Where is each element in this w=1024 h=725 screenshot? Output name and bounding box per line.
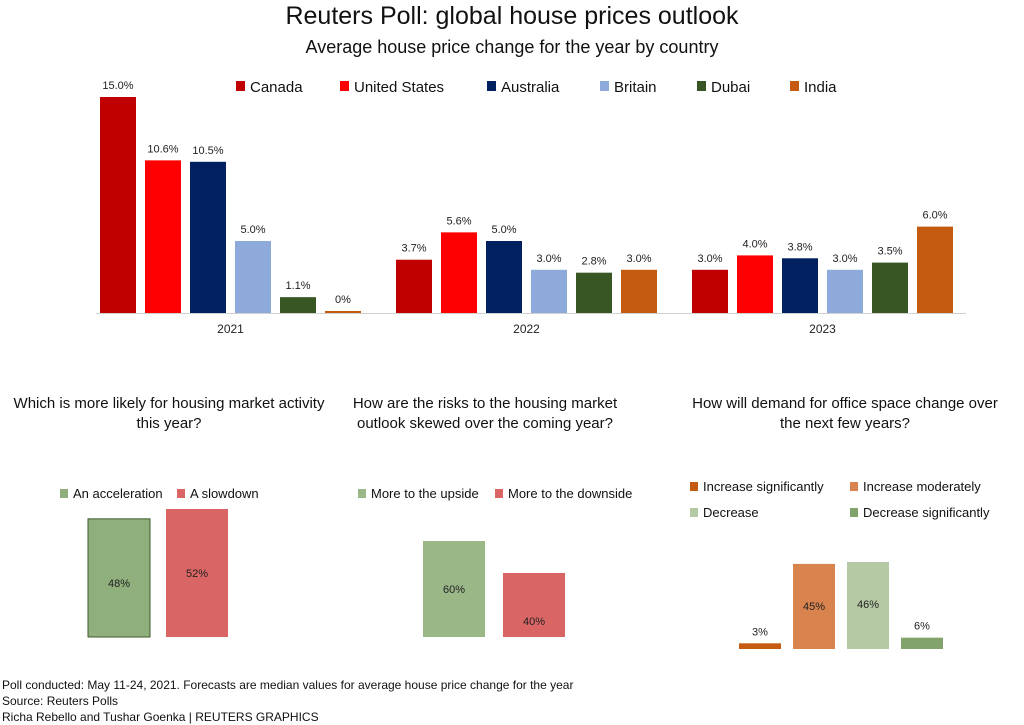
chart-title: Reuters Poll: global house prices outloo… xyxy=(285,2,739,30)
bar-united-states-2023 xyxy=(737,255,773,313)
bar-australia-2022 xyxy=(486,241,522,313)
legend-swatch-more-to-the-upside xyxy=(358,489,366,498)
legend-label-united-states: United States xyxy=(354,79,444,96)
bar-canada-2022 xyxy=(396,259,432,313)
bar-dubai-2023 xyxy=(872,262,908,313)
legend-swatch-australia xyxy=(487,81,496,91)
bar-australia-2021 xyxy=(190,161,226,313)
bar-india-2021 xyxy=(325,311,361,313)
bar-canada-2023 xyxy=(692,269,728,313)
data-label-dubai-2021: 1.1% xyxy=(285,280,310,292)
data-label-dubai-2023: 3.5% xyxy=(877,246,902,258)
data-label-canada-2021: 15.0% xyxy=(102,80,133,92)
question-activity: Which is more likely for housing market … xyxy=(13,395,325,432)
data-label-united-states-2022: 5.6% xyxy=(446,215,471,227)
x-tick-label-2022: 2022 xyxy=(513,322,540,336)
bar-more-to-the-upside xyxy=(423,541,485,637)
legend-swatch-decrease xyxy=(690,508,698,517)
x-tick-label-2023: 2023 xyxy=(809,322,836,336)
bar-united-states-2022 xyxy=(441,232,477,313)
bar-australia-2023 xyxy=(782,258,818,313)
data-label-canada-2022: 3.7% xyxy=(401,243,426,255)
legend-swatch-increase-significantly xyxy=(690,482,698,491)
data-label-united-states-2023: 4.0% xyxy=(742,238,767,250)
data-label-a-slowdown: 52% xyxy=(186,568,208,580)
bar-dubai-2021 xyxy=(280,297,316,313)
footer-source: Source: Reuters Polls xyxy=(2,694,119,708)
bar-decrease-significantly xyxy=(901,637,943,649)
data-label-united-states-2021: 10.6% xyxy=(147,143,178,155)
bar-india-2022 xyxy=(621,269,657,313)
data-label-australia-2023: 3.8% xyxy=(787,241,812,253)
legend-swatch-india xyxy=(790,81,799,91)
legend-label-increase-significantly: Increase significantly xyxy=(703,479,824,494)
bar-decrease xyxy=(847,562,889,649)
legend-label-a-slowdown: A slowdown xyxy=(190,486,259,501)
legend-swatch-an-acceleration xyxy=(60,489,68,498)
data-label-increase-significantly: 3% xyxy=(752,626,768,638)
data-label-britain-2021: 5.0% xyxy=(240,224,265,236)
data-label-increase-moderately: 45% xyxy=(803,601,825,613)
legend-swatch-decrease-significantly xyxy=(850,508,858,517)
legend-swatch-canada xyxy=(236,81,245,91)
data-label-india-2022: 3.0% xyxy=(626,253,651,265)
legend-label-britain: Britain xyxy=(614,79,657,96)
data-label-australia-2022: 5.0% xyxy=(491,224,516,236)
data-label-decrease-significantly: 6% xyxy=(914,621,930,633)
legend-label-an-acceleration: An acceleration xyxy=(73,486,163,501)
footer-note: Poll conducted: May 11-24, 2021. Forecas… xyxy=(2,678,574,692)
data-label-britain-2022: 3.0% xyxy=(536,253,561,265)
data-label-india-2023: 6.0% xyxy=(922,210,947,222)
legend-label-decrease-significantly: Decrease significantly xyxy=(863,505,990,520)
bar-increase-significantly xyxy=(739,643,781,649)
bar-an-acceleration xyxy=(87,518,151,638)
bar-united-states-2021 xyxy=(145,160,181,313)
legend-swatch-britain xyxy=(600,81,609,91)
data-label-australia-2021: 10.5% xyxy=(192,145,223,157)
legend-label-india: India xyxy=(804,79,837,96)
legend-swatch-dubai xyxy=(697,81,706,91)
data-label-more-to-the-downside: 40% xyxy=(523,616,545,628)
legend-label-more-to-the-downside: More to the downside xyxy=(508,486,632,501)
data-label-more-to-the-upside: 60% xyxy=(443,584,465,596)
data-label-canada-2023: 3.0% xyxy=(697,253,722,265)
legend-swatch-increase-moderately xyxy=(850,482,858,491)
data-label-india-2021: 0% xyxy=(335,294,351,306)
bar-britain-2022 xyxy=(531,269,567,313)
legend-label-increase-moderately: Increase moderately xyxy=(863,479,981,494)
question-risks: How are the risks to the housing market … xyxy=(352,395,618,432)
legend-swatch-a-slowdown xyxy=(177,489,185,498)
data-label-decrease: 46% xyxy=(857,599,879,611)
x-tick-label-2021: 2021 xyxy=(217,322,244,336)
bar-britain-2023 xyxy=(827,269,863,313)
bar-canada-2021 xyxy=(100,97,136,313)
legend-label-canada: Canada xyxy=(250,79,303,96)
legend-label-australia: Australia xyxy=(501,79,560,96)
data-label-dubai-2022: 2.8% xyxy=(581,256,606,268)
bar-more-to-the-downside xyxy=(503,573,565,637)
chart-subtitle: Average house price change for the year … xyxy=(305,37,719,57)
footer-credit: Richa Rebello and Tushar Goenka | REUTER… xyxy=(2,710,319,724)
bar-india-2023 xyxy=(917,226,953,313)
legend-swatch-united-states xyxy=(340,81,349,91)
bar-dubai-2022 xyxy=(576,272,612,313)
bar-a-slowdown xyxy=(166,509,228,637)
data-label-an-acceleration: 48% xyxy=(108,578,130,590)
question-office-demand: How will demand for office space change … xyxy=(692,395,998,432)
legend-label-dubai: Dubai xyxy=(711,79,750,96)
data-label-britain-2023: 3.0% xyxy=(832,253,857,265)
legend-label-decrease: Decrease xyxy=(703,505,759,520)
legend-swatch-more-to-the-downside xyxy=(495,489,503,498)
bar-britain-2021 xyxy=(235,241,271,313)
legend-label-more-to-the-upside: More to the upside xyxy=(371,486,479,501)
bar-increase-moderately xyxy=(793,563,835,649)
